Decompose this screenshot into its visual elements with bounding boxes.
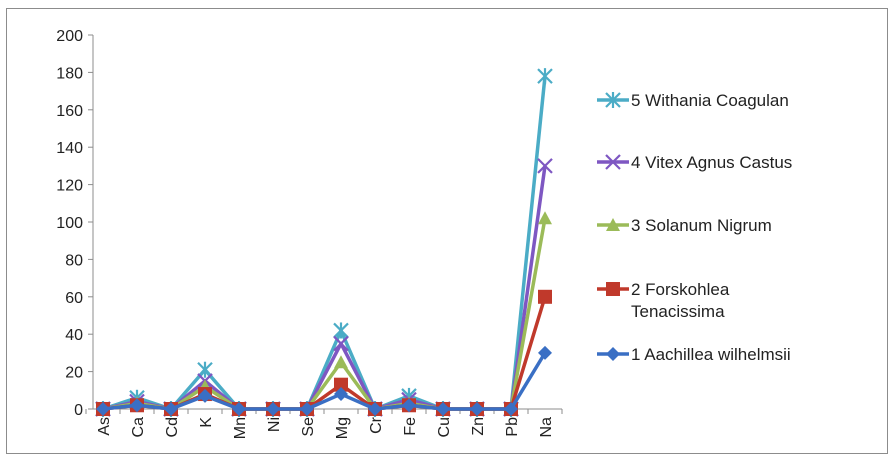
y-tick-label: 160 (56, 103, 83, 120)
legend-entry-5: 5 Withania Coagulan (597, 91, 789, 110)
chart-frame: 0 20 40 60 80 100 120 140 160 180 200 As Ca Cd K Mn Ni Se… (6, 8, 888, 454)
legend-marker (605, 154, 621, 170)
legend-entry-3: 3 Solanum Nigrum (597, 216, 772, 235)
legend-marker (606, 218, 620, 231)
legend-label: 3 Solanum Nigrum (631, 216, 772, 235)
x-tick-label: Ca (130, 417, 147, 438)
data-point-series-2 (334, 377, 348, 392)
x-tick-label: Cr (368, 416, 385, 434)
data-point-series-1 (198, 388, 212, 403)
x-tick-label: Cu (436, 417, 453, 437)
data-point-series-3 (538, 211, 552, 225)
y-tick-label: 200 (56, 28, 83, 45)
y-tick-label: 20 (65, 365, 83, 382)
legend-label: 1 Aachillea wilhelmsii (631, 345, 791, 364)
y-tick-label: 120 (56, 178, 83, 195)
data-point-series-2 (538, 289, 552, 304)
y-tick-label: 60 (65, 290, 83, 307)
data-point-series-5 (197, 361, 213, 378)
data-point-series-4 (333, 335, 349, 352)
legend-label: 2 Forskohlea Tenacissima (631, 280, 730, 321)
y-tick-label: 180 (56, 65, 83, 82)
legend-label: 5 Withania Coagulan (631, 91, 789, 110)
chart-axes: 0 20 40 60 80 100 120 140 160 180 200 As Ca Cd K Mn Ni Se… (56, 28, 563, 439)
legend-entry-4: 4 Vitex Agnus Castus (597, 153, 792, 172)
y-tick-label: 100 (56, 215, 83, 232)
data-point-series-5 (537, 68, 553, 85)
series-line-4 (102, 165, 547, 411)
data-point-series-1 (130, 398, 144, 413)
x-tick-label: Se (300, 417, 317, 437)
data-point-series-1 (436, 402, 450, 416)
series-line-1 (102, 351, 547, 411)
data-point-series-3 (334, 355, 348, 369)
x-tick-label: Fe (402, 417, 419, 436)
data-point-series-1 (164, 402, 178, 416)
data-point-series-1 (232, 402, 246, 416)
legend-marker (605, 92, 621, 108)
data-point-series-1 (368, 402, 382, 416)
x-tick-label: K (198, 417, 215, 428)
data-point-series-1 (504, 402, 518, 416)
series-line-3 (102, 217, 547, 411)
y-tick-label: 0 (74, 402, 83, 419)
data-point-series-1 (300, 402, 314, 416)
y-tick-label: 80 (65, 252, 83, 269)
y-tick-label: 40 (65, 327, 83, 344)
series-line-2 (102, 296, 547, 411)
x-tick-label: Mg (334, 417, 351, 439)
x-tick-label: Mn (232, 417, 249, 439)
data-point-series-1 (334, 387, 348, 402)
line-chart: 0 20 40 60 80 100 120 140 160 180 200 As Ca Cd K Mn Ni Se… (56, 28, 792, 439)
legend-entry-1: 1 Aachillea wilhelmsii (597, 345, 791, 364)
chart-legend: 5 Withania Coagulan 4 Vitex Agnus Castus 3… (597, 91, 792, 364)
x-tick-label: Ni (266, 417, 283, 432)
data-point-series-5 (333, 322, 349, 339)
data-point-series-1 (538, 345, 552, 360)
legend-marker (606, 347, 620, 361)
data-point-series-4 (537, 158, 553, 174)
data-point-series-1 (402, 398, 416, 413)
legend-entry-2: 2 Forskohlea Tenacissima (597, 280, 730, 321)
data-point-series-1 (266, 402, 280, 416)
y-tick-label: 140 (56, 140, 83, 157)
legend-label: 4 Vitex Agnus Castus (631, 153, 792, 172)
x-tick-label: As (96, 417, 113, 436)
series-line-5 (102, 75, 547, 411)
data-point-series-1 (470, 402, 484, 416)
data-point-series-1 (96, 402, 110, 416)
x-tick-label: Pb (504, 417, 521, 437)
legend-marker (606, 282, 620, 296)
series-layer (95, 68, 553, 417)
x-tick-label: Na (538, 417, 555, 438)
x-tick-label: Zn (470, 417, 487, 436)
x-tick-label: Cd (164, 417, 181, 437)
